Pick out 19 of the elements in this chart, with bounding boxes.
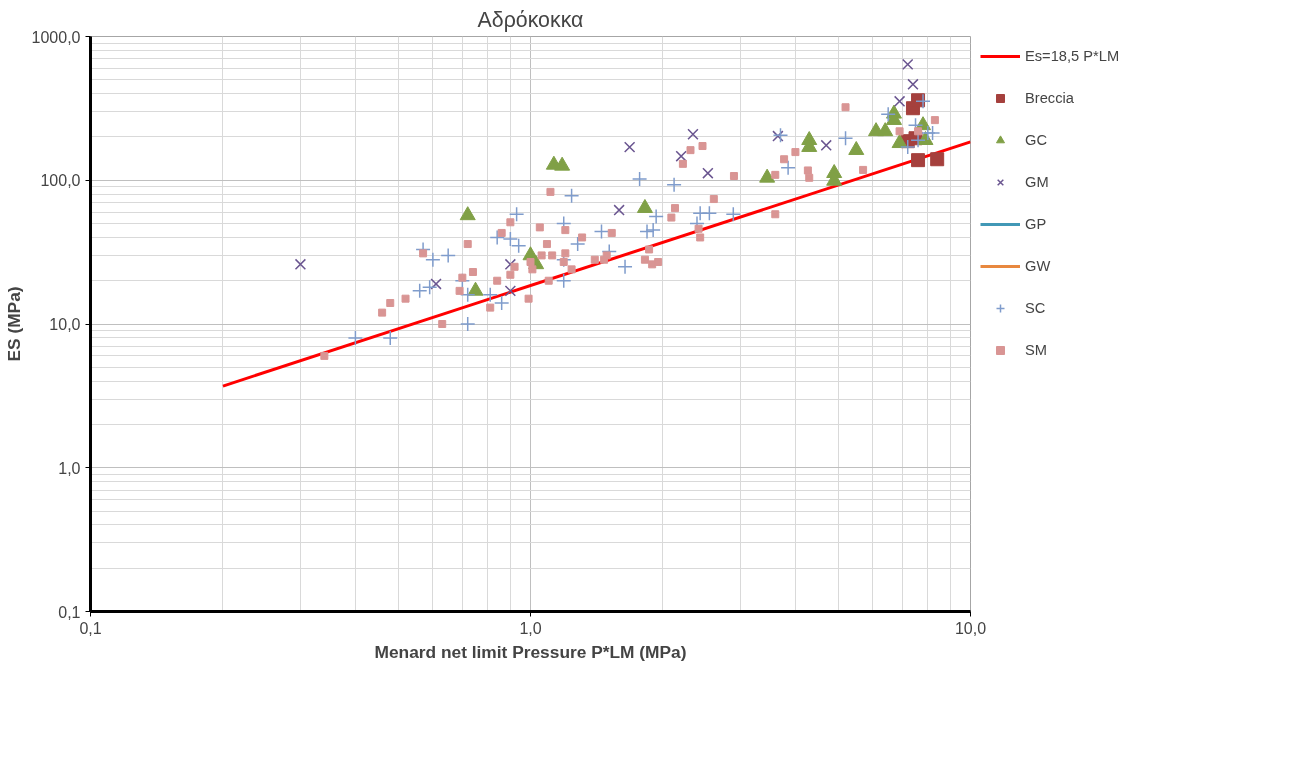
- y-tick-label: 10,0: [49, 316, 81, 333]
- legend-label: SM: [1025, 342, 1048, 358]
- y-tick-label: 1,0: [58, 459, 81, 477]
- x-tick-label: 10,0: [954, 619, 987, 637]
- y-tick-label: 0,1: [58, 603, 81, 621]
- legend-label: GC: [1025, 132, 1048, 148]
- legend-label: Es=18,5 P*LM: [1025, 48, 1121, 64]
- legend-label: Breccia: [1025, 90, 1075, 106]
- chart-title: Αδρόκοκκα: [477, 7, 584, 32]
- x-tick-label: 1,0: [519, 619, 542, 637]
- y-tick-label: 100,0: [40, 172, 81, 190]
- legend-label: SC: [1025, 300, 1047, 316]
- y-axis-title: ES (MPa): [3, 286, 24, 362]
- x-tick-label: 0,1: [79, 619, 102, 637]
- legend-label: GP: [1025, 216, 1048, 232]
- legend-label: GW: [1025, 258, 1052, 274]
- y-tick-label: 1000,0: [31, 28, 81, 46]
- x-axis-title: Menard net limit Pressure P*LM (MPa): [374, 641, 687, 662]
- legend-label: GM: [1025, 174, 1050, 190]
